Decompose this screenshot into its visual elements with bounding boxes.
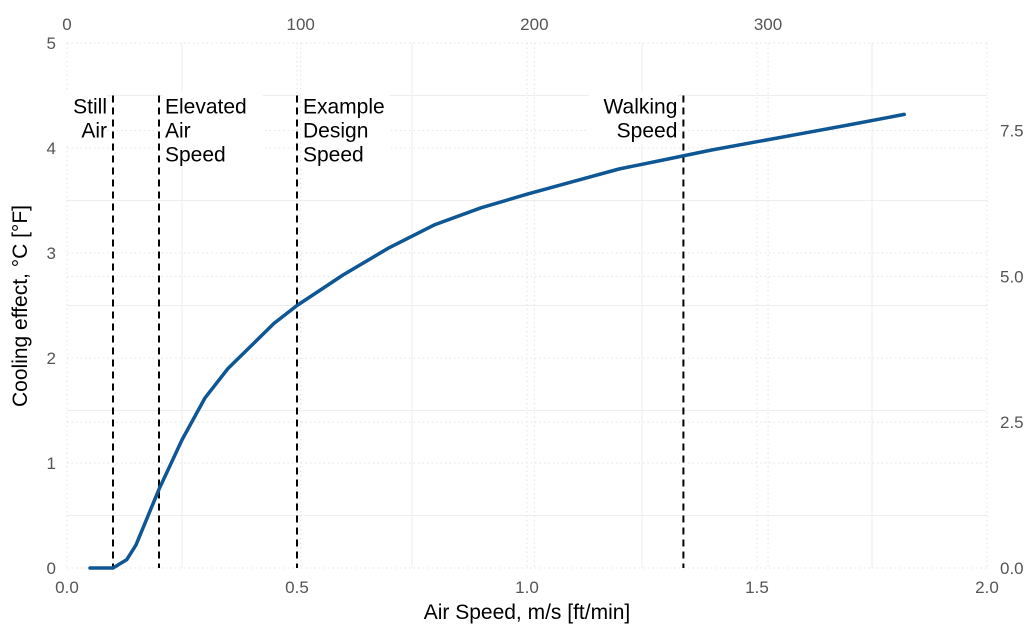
annotation-label-line: Speed <box>165 144 226 167</box>
annotation-label: Elevated Air Speed <box>165 96 247 167</box>
y-tick-label: 4 <box>47 139 56 158</box>
annotation-label-line: Walking <box>603 96 677 119</box>
annotation-label-line: Speed <box>303 144 364 167</box>
x-tick-label: 0.5 <box>285 578 309 597</box>
annotation-background <box>301 91 390 168</box>
cooling-effect-line <box>88 112 906 570</box>
x2-tick-label: 100 <box>286 15 314 34</box>
y2-tick-label: 7.5 <box>1000 122 1024 141</box>
annotation-label-line: Elevated <box>165 96 247 119</box>
y-tick-label: 0 <box>47 559 56 578</box>
y-axis-right-ticks: 0.0 2.5 5.0 7.5 <box>1000 122 1024 579</box>
annotation-label: Still Air <box>73 96 107 143</box>
annotation-label-line: Speed <box>617 120 678 143</box>
y-axis-title: Cooling effect, °C [°F] <box>9 205 32 407</box>
annotation-label-line: Still <box>73 96 107 119</box>
y2-tick-label: 5.0 <box>1000 267 1024 286</box>
annotation-background <box>41 91 107 144</box>
x-tick-label: 2.0 <box>975 578 999 597</box>
x-tick-label: 0.0 <box>55 578 79 597</box>
x-axis-bottom-ticks: 0.0 0.5 1.0 1.5 2.0 <box>55 578 999 597</box>
x-axis-top-ticks: 0 100 200 300 <box>62 15 782 34</box>
annotation-label-line: Air <box>81 120 107 143</box>
annotation-label: Walking Speed <box>603 96 677 143</box>
y2-tick-label: 0.0 <box>1000 559 1024 578</box>
x-axis-title: Air Speed, m/s [ft/min] <box>424 601 631 624</box>
x-tick-label: 1.0 <box>515 578 539 597</box>
annotation-label-line: Air <box>165 120 191 143</box>
y-tick-label: 5 <box>47 34 56 53</box>
annotation-label: Example Design Speed <box>303 96 385 167</box>
annotation-label-line: Example <box>303 96 385 119</box>
x-tick-label: 1.5 <box>745 578 769 597</box>
annotation-background <box>163 91 263 168</box>
reference-lines <box>112 95 685 568</box>
y-axis-left-ticks: 0 1 2 3 4 5 <box>47 34 56 578</box>
y2-tick-label: 2.5 <box>1000 413 1024 432</box>
y-tick-label: 2 <box>47 349 56 368</box>
y-tick-label: 3 <box>47 244 56 263</box>
annotation-background <box>588 91 678 144</box>
x2-tick-label: 300 <box>754 15 782 34</box>
x2-tick-label: 0 <box>62 15 71 34</box>
y-tick-label: 1 <box>47 454 56 473</box>
annotation-label-line: Design <box>303 120 368 143</box>
x2-tick-label: 200 <box>520 15 548 34</box>
